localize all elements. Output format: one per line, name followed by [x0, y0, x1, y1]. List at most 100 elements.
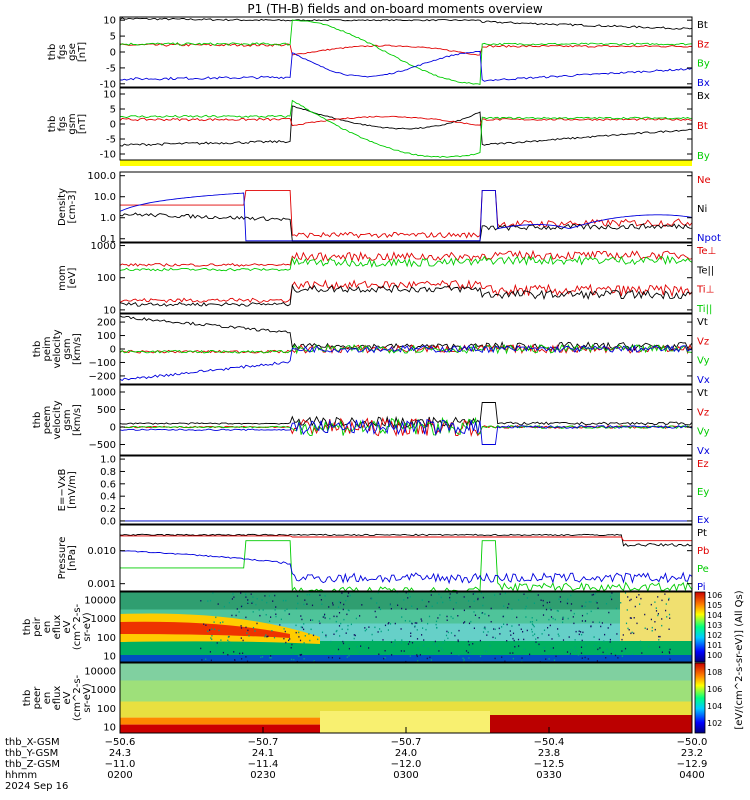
- legend-entry: Ni: [697, 204, 707, 215]
- spec-speckle: [317, 638, 319, 641]
- spec-speckle: [265, 634, 267, 636]
- spec-speckle: [534, 633, 536, 635]
- spec-speckle: [310, 619, 312, 621]
- spec-speckle: [549, 601, 551, 603]
- spec-speckle: [256, 622, 258, 625]
- spec-speckle: [582, 631, 584, 634]
- spec-speckle: [426, 657, 428, 660]
- colorbar-tick: 100: [707, 651, 722, 660]
- spec-speckle: [425, 605, 427, 608]
- spec-speckle: [313, 660, 315, 662]
- panel-peer-spec: thbpeerenefluxeV(cm^2-s-sr-eV)1000010001…: [22, 662, 693, 734]
- spec-speckle: [573, 649, 575, 652]
- spec-speckle: [575, 630, 577, 633]
- spec-speckle: [614, 650, 616, 652]
- series-line-vx: [119, 344, 693, 381]
- legend-entry: Vz: [697, 336, 709, 347]
- spec-speckle: [523, 648, 525, 650]
- ylabel-line: velocity: [52, 400, 63, 439]
- spec-speckle: [359, 615, 361, 617]
- ylabel-line: thb: [32, 341, 43, 358]
- spec-speckle: [407, 643, 410, 645]
- spec-speckle: [240, 625, 242, 627]
- spec-speckle: [266, 601, 268, 604]
- spec-speckle: [522, 631, 524, 633]
- spec-speckle: [210, 642, 212, 644]
- spec-speckle: [280, 618, 282, 621]
- spec-speckle: [484, 613, 486, 615]
- spec-speckle: [269, 620, 271, 622]
- spec-speckle: [348, 644, 350, 646]
- spec-speckle: [668, 613, 671, 616]
- spec-speckle: [529, 621, 532, 623]
- spec-speckle: [290, 647, 292, 649]
- spec-speckle: [542, 614, 545, 616]
- spec-speckle: [586, 612, 588, 615]
- y-tick-label: -5: [106, 63, 116, 74]
- spec-speckle: [348, 647, 350, 650]
- panel-frame: [119, 591, 693, 663]
- spec-speckle: [324, 617, 326, 619]
- y-tick-label: −200: [89, 371, 116, 382]
- spec-speckle: [209, 629, 211, 631]
- spec-speckle: [641, 652, 643, 654]
- spec-speckle: [533, 602, 535, 604]
- ylabel-line: thb: [22, 690, 33, 707]
- spec-speckle: [630, 632, 632, 635]
- panel-ylabel: E=−VxB[mV/m]: [57, 469, 78, 512]
- spec-speckle: [542, 604, 544, 607]
- spec-speckle: [231, 614, 233, 617]
- spec-speckle: [330, 640, 332, 643]
- spec-speckle: [321, 603, 323, 605]
- series-line-pe: [120, 540, 693, 593]
- spec-speckle: [659, 635, 661, 638]
- spec-speckle: [581, 634, 583, 636]
- colorbar-label: [eV/(cm^2-s-sr-eV)] (All Qs): [734, 590, 745, 729]
- spec-speckle: [346, 613, 348, 616]
- spec-speckle: [338, 652, 340, 655]
- y-tick-label: 0.6: [100, 479, 116, 490]
- spec-speckle: [587, 658, 589, 660]
- spec-speckle: [590, 610, 592, 613]
- spec-speckle: [410, 632, 412, 634]
- spec-speckle: [542, 599, 544, 602]
- spec-speckle: [270, 657, 272, 659]
- spec-speckle: [342, 608, 344, 611]
- spec-speckle: [438, 650, 440, 652]
- spec-speckle: [546, 601, 548, 604]
- spec-speckle: [598, 621, 601, 624]
- spec-speckle: [658, 635, 660, 638]
- series-line-ti: [119, 249, 693, 267]
- spec-speckle: [479, 639, 481, 642]
- spec-speckle: [309, 639, 311, 642]
- spec-speckle: [602, 651, 604, 654]
- spec-speckle: [218, 629, 220, 632]
- spec-speckle: [271, 630, 273, 632]
- panel-pressure: Pressure[nPa] 0.010 0.001 Pt Pb Pe Pi: [57, 524, 709, 593]
- spec-speckle: [275, 613, 277, 615]
- spec-speckle: [628, 629, 630, 631]
- spec-speckle: [605, 603, 608, 605]
- spec-speckle: [531, 631, 533, 633]
- spec-speckle: [538, 643, 540, 646]
- spec-speckle: [633, 632, 635, 635]
- spec-speckle: [200, 647, 202, 650]
- spec-speckle: [325, 634, 327, 636]
- spec-speckle: [421, 634, 423, 636]
- spec-speckle: [434, 640, 436, 643]
- spec-speckle: [609, 638, 611, 641]
- spec-speckle: [654, 621, 656, 623]
- spec-speckle: [397, 604, 399, 606]
- spec-speckle: [551, 638, 553, 640]
- spec-speckle: [494, 657, 496, 660]
- ylabel-line: thb: [47, 44, 58, 61]
- spec-speckle: [664, 593, 666, 595]
- spec-speckle: [250, 593, 252, 595]
- spec-speckle: [365, 628, 368, 631]
- spec-speckle: [297, 602, 299, 605]
- spec-speckle: [661, 651, 663, 653]
- spec-speckle: [246, 660, 249, 663]
- spec-speckle: [458, 629, 460, 632]
- spec-speckle: [235, 614, 237, 617]
- spec-speckle: [324, 613, 326, 616]
